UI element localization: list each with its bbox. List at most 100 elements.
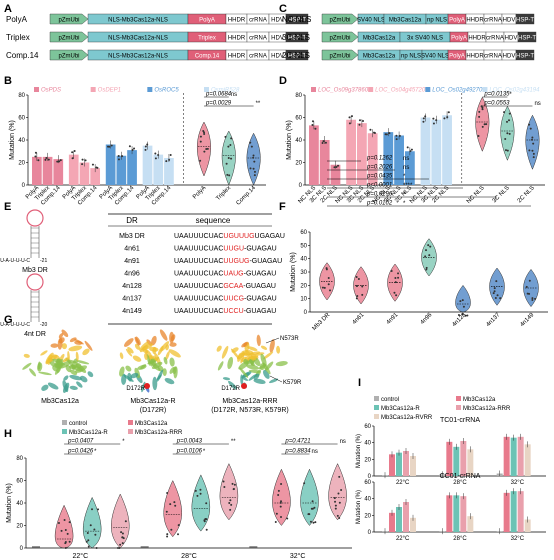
data-point <box>322 140 325 143</box>
construct-part-label: HHDR <box>228 18 246 24</box>
construct-label: 3C NLS <box>282 33 310 42</box>
data-point <box>279 501 282 504</box>
violin <box>82 496 102 549</box>
p-value: p=0.0553 <box>483 101 510 107</box>
violin <box>300 468 319 526</box>
protein-helix <box>57 337 63 350</box>
protein-helix <box>119 366 125 377</box>
protein-helix <box>76 360 90 365</box>
construct-label: 2C NLS <box>282 51 310 60</box>
bar <box>153 154 164 185</box>
data-point <box>250 145 253 148</box>
legend-label: Mb3Cas12a-R <box>69 430 108 436</box>
data-point <box>81 158 84 161</box>
y-tick-label: 60 <box>300 230 307 236</box>
construct-part-label: HDV <box>503 54 516 60</box>
protein-helix <box>154 352 161 366</box>
bar <box>467 516 474 532</box>
protein-helix <box>70 369 78 376</box>
legend-label: LOC_Os09g37860 <box>318 88 369 94</box>
data-point <box>422 117 425 120</box>
table-dr: 4n61 <box>124 246 140 253</box>
data-point <box>461 313 464 316</box>
protein-helix <box>230 348 240 360</box>
data-point <box>277 489 280 492</box>
data-point <box>314 127 317 130</box>
protein-helix <box>151 361 163 370</box>
protein-helix <box>152 376 158 391</box>
seq-suffix: -GUAGAU <box>244 308 277 315</box>
p-value: p=0.0196 <box>366 192 393 198</box>
violin <box>328 463 347 521</box>
seq-variable: UCCU <box>223 308 243 315</box>
data-point <box>327 283 330 286</box>
bar <box>105 144 116 185</box>
data-point <box>504 138 507 141</box>
data-point <box>199 492 202 495</box>
promoter-arrow <box>321 49 359 61</box>
protein-helix <box>69 375 82 381</box>
data-point <box>506 132 509 135</box>
stem-sequence: 1-U-A-U-U-U-C <box>0 258 30 264</box>
data-point <box>373 131 376 134</box>
data-point <box>526 292 529 295</box>
construct-part-label: pZmUbi <box>329 36 350 42</box>
violin <box>219 463 239 521</box>
data-point <box>397 276 400 279</box>
seq-suffix: -GUAGAU <box>244 246 277 253</box>
data-point <box>446 116 449 119</box>
seq-suffix: -GUAGAU <box>244 271 277 278</box>
construct-part <box>285 13 309 25</box>
seq-prefix: UAAUUUCUAC <box>174 308 223 315</box>
legend-swatch <box>147 87 153 92</box>
construct-part-label: NLS-Mb3Cas12a-NLS <box>108 18 168 24</box>
protein-helix <box>52 358 60 363</box>
data-point <box>64 547 67 549</box>
violin <box>246 132 261 186</box>
x-tick-label: 3C NLS <box>492 185 511 204</box>
data-point <box>63 518 66 521</box>
seq-suffix: UGAGAU <box>255 233 285 240</box>
data-point <box>222 480 225 483</box>
construct-part-label: SV40 NLS <box>421 54 449 60</box>
seq-prefix: UAAUUUCUAC <box>174 233 223 240</box>
data-point <box>334 504 337 507</box>
x-tick-label: 2C NLS <box>517 185 536 204</box>
mutation-site <box>241 383 247 389</box>
promoter-arrow <box>49 31 89 43</box>
protein-helix <box>248 374 257 381</box>
y-tick-label: 80 <box>18 93 25 99</box>
data-point <box>338 516 341 519</box>
data-point <box>34 155 37 158</box>
bar <box>453 446 460 476</box>
data-point <box>199 135 202 138</box>
table-dr: 4n91 <box>124 258 140 265</box>
data-point <box>205 147 208 150</box>
bar <box>396 507 402 532</box>
data-point <box>205 528 208 531</box>
data-point <box>73 149 76 152</box>
panel-letter-a: A <box>4 3 12 15</box>
data-point <box>227 157 230 160</box>
legend-swatch <box>62 420 67 425</box>
legend-label: OsDEP1 <box>98 88 121 94</box>
p-value: p=0.2026 <box>366 165 393 171</box>
seq-suffix: -GUAGAU <box>243 283 276 290</box>
data-point <box>312 521 315 524</box>
y-tick-label: 0 <box>304 310 308 316</box>
legend-swatch <box>62 429 67 434</box>
data-point <box>395 294 398 297</box>
legend-swatch <box>90 87 96 92</box>
panel-a-constructs: PolyA pZmUbi NLS-Mb3Cas12a-NLS PolyA HHDR crR… <box>6 13 309 61</box>
chart-title: CC01-crRNA <box>440 473 481 480</box>
data-point <box>71 157 74 160</box>
bar <box>404 151 415 185</box>
data-point <box>406 146 409 149</box>
protein-helix <box>253 378 266 384</box>
p-value: p=0.0684 <box>205 92 232 98</box>
data-point <box>395 134 398 137</box>
construct-part-label: 3x SV40 NLS <box>407 36 443 42</box>
construct-part <box>515 49 535 61</box>
dr-label: Mb3 DR <box>22 267 48 274</box>
panel-i-charts: control Mb3Cas12a Mb3Cas12a-R Mb3Cas12a-RRR… <box>356 396 546 542</box>
